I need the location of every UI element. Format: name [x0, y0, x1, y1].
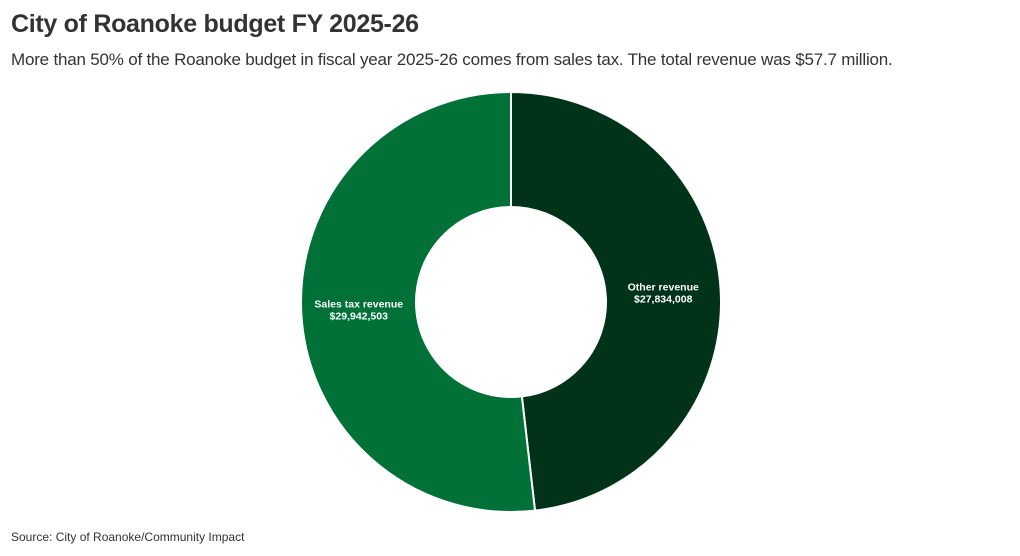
- slice-label-value: $27,834,008: [634, 293, 693, 305]
- chart-title: City of Roanoke budget FY 2025-26: [11, 10, 419, 38]
- slice-label-name: Other revenue: [628, 281, 699, 293]
- donut-slice-sales-tax-revenue: [300, 90, 537, 513]
- slice-label: Other revenue $27,834,008: [628, 281, 699, 305]
- source-note: Source: City of Roanoke/Community Impact: [11, 530, 245, 544]
- donut-slice-other-revenue: [510, 90, 722, 512]
- chart-subtitle: More than 50% of the Roanoke budget in f…: [11, 50, 893, 69]
- slice-label: Sales tax revenue $29,942,503: [314, 299, 403, 323]
- slice-label-name: Sales tax revenue: [314, 299, 403, 311]
- slice-label-value: $29,942,503: [330, 311, 389, 323]
